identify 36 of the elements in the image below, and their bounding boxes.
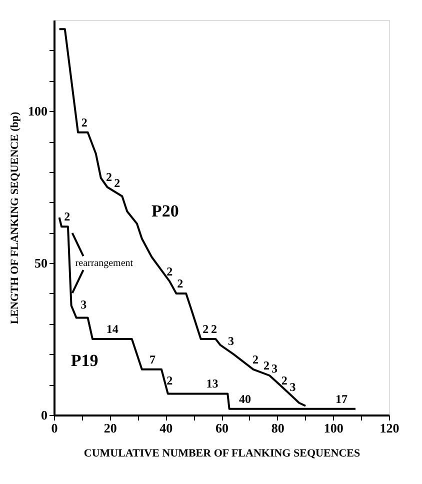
annotation: 2 (114, 176, 120, 190)
annotation: 14 (106, 322, 118, 336)
annotation: rearrangement (75, 258, 134, 270)
annotation: 2 (64, 210, 70, 224)
annotation: 40 (238, 392, 251, 406)
y-tick-label: 0 (41, 408, 48, 422)
annotation: 3 (80, 298, 87, 312)
annotation: 3 (228, 334, 234, 348)
series-label: P19 (70, 351, 98, 370)
annotation: 2 (106, 170, 112, 184)
y-tick-label: 50 (34, 256, 48, 271)
annotation: 13 (206, 376, 218, 391)
series-label: P20 (151, 201, 179, 220)
annotation: 17 (336, 392, 348, 406)
x-tick-label: 40 (160, 420, 173, 436)
x-tick-label: 0 (51, 420, 58, 436)
y-axis-title: LENGTH OF FLANKING SEQUENCE (bp) (9, 112, 21, 324)
annotation: 2 (166, 374, 173, 388)
x-tick-label: 20 (104, 420, 117, 436)
x-tick-label: 80 (271, 420, 284, 436)
annotation: 3 (290, 380, 296, 394)
annotation: 2 (177, 276, 184, 290)
x-tick-label: 100 (324, 420, 344, 436)
x-tick-label: 60 (216, 420, 228, 436)
annotation: 2 (202, 322, 209, 336)
annotation: 2 (263, 358, 270, 372)
annotation: 7 (150, 352, 156, 366)
annotation: 2 (166, 264, 173, 278)
annotation: 2 (281, 374, 288, 388)
x-axis-title: CUMULATIVE NUMBER OF FLANKING SEQUENCES (84, 448, 360, 460)
annotation: 2 (81, 115, 88, 130)
annotation: 2 (210, 322, 217, 336)
annotation: 3 (272, 362, 278, 376)
x-tick-label: 120 (380, 420, 400, 436)
annotation: 2 (252, 352, 259, 366)
y-tick-label: 100 (28, 104, 48, 119)
